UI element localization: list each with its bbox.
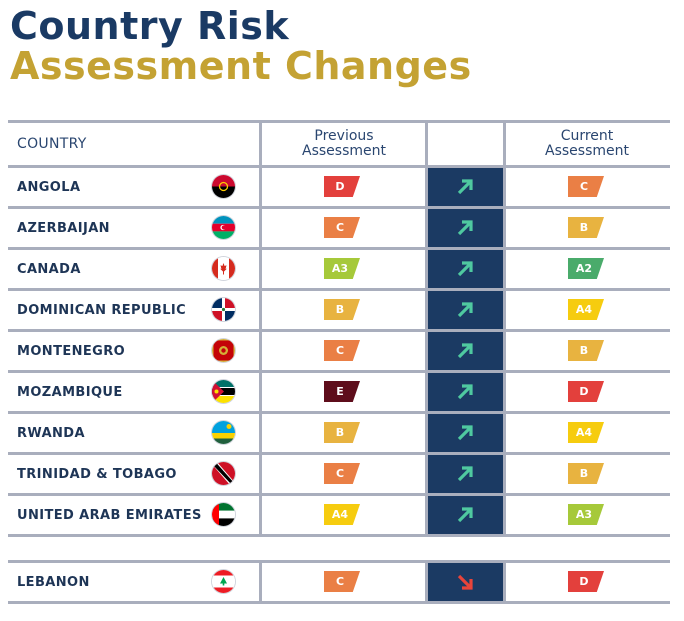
table-row: ANGOLA D C <box>0 168 684 206</box>
title-line-2: Assessment Changes <box>10 44 472 88</box>
current-rating-badge: D <box>568 381 604 402</box>
header-current-label: Current Assessment <box>545 128 629 159</box>
row-divider <box>8 601 670 604</box>
current-rating-badge: A3 <box>568 504 604 525</box>
row-divider <box>8 329 670 332</box>
dominican-republic-flag-icon <box>212 298 235 321</box>
row-divider <box>8 493 670 496</box>
previous-rating-badge: A4 <box>324 504 360 525</box>
current-rating-badge: B <box>568 340 604 361</box>
uae-flag-icon <box>212 503 235 526</box>
current-rating-badge: C <box>568 176 604 197</box>
table-row: TRINIDAD & TOBAGO C B <box>0 455 684 493</box>
title-line-1: Country Risk <box>10 4 290 48</box>
table-row: MONTENEGRO C B <box>0 332 684 370</box>
current-rating-badge: D <box>568 571 604 592</box>
arrow-up-right-icon <box>455 464 475 484</box>
row-divider <box>8 247 670 250</box>
row-divider <box>8 206 670 209</box>
table-row: CANADA A3 A2 <box>0 250 684 288</box>
current-rating-badge: B <box>568 217 604 238</box>
arrow-up-right-icon <box>455 505 475 525</box>
previous-rating-badge: C <box>324 463 360 484</box>
previous-rating-badge: E <box>324 381 360 402</box>
arrow-up-right-icon <box>455 218 475 238</box>
current-rating-badge: A2 <box>568 258 604 279</box>
row-divider <box>8 165 670 168</box>
column-divider <box>503 561 506 603</box>
lebanon-flag-icon <box>212 570 235 593</box>
azerbaijan-flag-icon <box>212 216 235 239</box>
row-divider <box>8 370 670 373</box>
montenegro-flag-icon <box>212 339 235 362</box>
trinidad-tobago-flag-icon <box>212 462 235 485</box>
previous-rating-badge: B <box>324 422 360 443</box>
header-current-assessment: Current Assessment <box>506 123 668 165</box>
previous-rating-badge: A3 <box>324 258 360 279</box>
arrow-up-right-icon <box>455 423 475 443</box>
canada-flag-icon <box>212 257 235 280</box>
current-rating-badge: B <box>568 463 604 484</box>
mozambique-flag-icon <box>212 380 235 403</box>
table-row: DOMINICAN REPUBLIC B A4 <box>0 291 684 329</box>
arrow-up-right-icon <box>455 259 475 279</box>
country-name: UNITED ARAB EMIRATES <box>17 507 202 523</box>
country-name: LEBANON <box>17 574 90 590</box>
row-divider <box>8 288 670 291</box>
current-rating-badge: A4 <box>568 299 604 320</box>
previous-rating-badge: C <box>324 571 360 592</box>
previous-rating-badge: C <box>324 217 360 238</box>
row-divider <box>8 534 670 537</box>
arrow-up-right-icon <box>455 341 475 361</box>
country-name: DOMINICAN REPUBLIC <box>17 302 187 318</box>
column-divider <box>259 561 262 603</box>
header-previous-assessment: Previous Assessment <box>263 123 425 165</box>
table-row: MOZAMBIQUE E D <box>0 373 684 411</box>
country-name: MOZAMBIQUE <box>17 384 123 400</box>
table-row: UNITED ARAB EMIRATES A4 A3 <box>0 496 684 534</box>
table-row: AZERBAIJAN C B <box>0 209 684 247</box>
column-divider <box>425 561 428 603</box>
row-divider <box>8 120 670 123</box>
rwanda-flag-icon <box>212 421 235 444</box>
row-divider <box>8 560 670 563</box>
country-name: MONTENEGRO <box>17 343 126 359</box>
current-rating-badge: A4 <box>568 422 604 443</box>
country-name: ANGOLA <box>17 179 81 195</box>
previous-rating-badge: C <box>324 340 360 361</box>
previous-rating-badge: B <box>324 299 360 320</box>
table-row: RWANDA B A4 <box>0 414 684 452</box>
previous-rating-badge: D <box>324 176 360 197</box>
row-divider <box>8 452 670 455</box>
country-name: AZERBAIJAN <box>17 220 110 236</box>
angola-flag-icon <box>212 175 235 198</box>
arrow-up-right-icon <box>455 300 475 320</box>
country-name: RWANDA <box>17 425 85 441</box>
row-divider <box>8 411 670 414</box>
table-row: LEBANON C D <box>0 563 684 601</box>
arrow-down-right-icon <box>455 572 475 592</box>
arrow-up-right-icon <box>455 382 475 402</box>
country-name: CANADA <box>17 261 81 277</box>
header-previous-label: Previous Assessment <box>302 128 386 159</box>
country-name: TRINIDAD & TOBAGO <box>17 466 177 482</box>
header-country: COUNTRY <box>17 135 87 152</box>
arrow-up-right-icon <box>455 177 475 197</box>
